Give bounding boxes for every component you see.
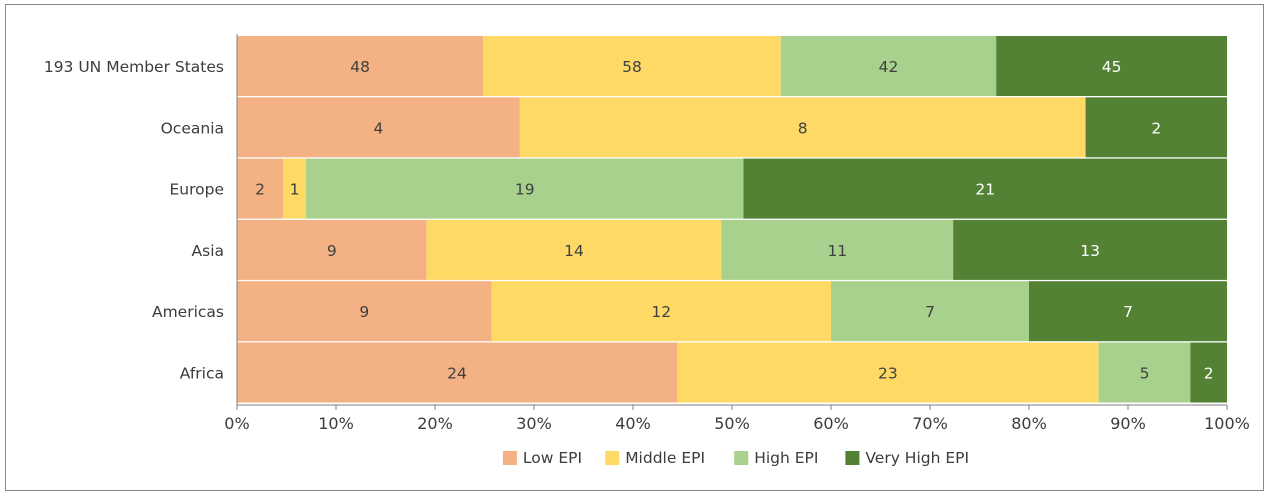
- x-tick-label: 10%: [318, 414, 354, 433]
- bar-segment-africa-high-epi: [1098, 342, 1191, 403]
- x-tick-label: 80%: [1011, 414, 1047, 433]
- bar-segment-europe-low-epi: [237, 158, 284, 219]
- bar-segment-americas-middle-epi: [491, 281, 831, 342]
- bar-segment-europe-high-epi: [306, 158, 744, 219]
- bar-segment-oceania-middle-epi: [519, 97, 1086, 158]
- legend-swatch-low-epi: [502, 451, 517, 465]
- data-label-americas-very-high-epi: 7: [1123, 303, 1133, 321]
- data-label-193-un-member-states-high-epi: 42: [879, 58, 899, 76]
- legend-swatch-middle-epi: [605, 451, 620, 465]
- bar-segment-africa-very-high-epi: [1190, 342, 1227, 403]
- category-label-americas: Americas: [152, 303, 224, 321]
- data-label-americas-low-epi: 9: [359, 303, 369, 321]
- data-label-europe-low-epi: 2: [255, 181, 265, 199]
- bar-segment-europe-very-high-epi: [743, 158, 1227, 219]
- data-label-africa-very-high-epi: 2: [1204, 365, 1214, 383]
- x-tick-label: 100%: [1204, 414, 1250, 433]
- data-label-europe-high-epi: 19: [515, 181, 535, 199]
- data-label-oceania-low-epi: 4: [373, 119, 383, 137]
- data-label-americas-middle-epi: 12: [651, 303, 671, 321]
- data-label-asia-low-epi: 9: [327, 242, 337, 260]
- category-label-africa: Africa: [180, 365, 224, 383]
- bar-segment-europe-middle-epi: [283, 158, 307, 219]
- bar-segment-193-un-member-states-very-high-epi: [996, 36, 1227, 96]
- data-label-193-un-member-states-low-epi: 48: [350, 58, 370, 76]
- x-tick-label: 50%: [714, 414, 750, 433]
- data-label-africa-low-epi: 24: [447, 365, 467, 383]
- legend-label-high-epi: High EPI: [754, 449, 818, 467]
- bar-segment-asia-high-epi: [721, 219, 954, 280]
- legend-swatch-high-epi: [734, 451, 749, 465]
- bar-segment-193-un-member-states-low-epi: [237, 36, 484, 96]
- bar-segment-asia-low-epi: [237, 219, 427, 280]
- x-tick-label: 0%: [224, 414, 249, 433]
- data-label-europe-middle-epi: 1: [290, 181, 300, 199]
- x-tick-label: 30%: [516, 414, 552, 433]
- data-label-africa-high-epi: 5: [1140, 365, 1150, 383]
- data-label-oceania-very-high-epi: 2: [1151, 119, 1161, 137]
- bar-segment-africa-low-epi: [237, 342, 677, 403]
- data-label-americas-high-epi: 7: [925, 303, 935, 321]
- legend-label-very-high-epi: Very High EPI: [865, 449, 969, 467]
- bar-segment-193-un-member-states-high-epi: [780, 36, 997, 96]
- data-label-europe-very-high-epi: 21: [975, 181, 995, 199]
- bar-segment-193-un-member-states-middle-epi: [483, 36, 781, 96]
- data-label-193-un-member-states-very-high-epi: 45: [1102, 58, 1122, 76]
- data-label-193-un-member-states-middle-epi: 58: [622, 58, 642, 76]
- data-label-asia-middle-epi: 14: [564, 242, 584, 260]
- bar-segment-asia-very-high-epi: [953, 219, 1227, 280]
- legend-swatch-very-high-epi: [845, 451, 860, 465]
- bar-segment-oceania-low-epi: [237, 97, 520, 158]
- x-tick-label: 40%: [615, 414, 651, 433]
- legend-label-low-epi: Low EPI: [523, 449, 582, 467]
- x-tick-label: 60%: [813, 414, 849, 433]
- data-label-oceania-middle-epi: 8: [798, 119, 808, 137]
- data-label-africa-middle-epi: 23: [878, 365, 898, 383]
- bar-segment-asia-middle-epi: [426, 219, 722, 280]
- category-label-europe: Europe: [169, 181, 224, 199]
- bar-segment-americas-very-high-epi: [1029, 281, 1227, 342]
- category-label-193-un-member-states: 193 UN Member States: [44, 58, 224, 76]
- category-label-asia: Asia: [192, 242, 224, 260]
- x-tick-label: 20%: [417, 414, 453, 433]
- bar-segment-americas-low-epi: [237, 281, 492, 342]
- bar-segment-oceania-very-high-epi: [1085, 97, 1227, 158]
- x-tick-label: 90%: [1110, 414, 1146, 433]
- data-label-asia-high-epi: 11: [827, 242, 847, 260]
- legend-label-middle-epi: Middle EPI: [625, 449, 705, 467]
- bar-segment-africa-middle-epi: [677, 342, 1099, 403]
- bar-segment-americas-high-epi: [831, 281, 1029, 342]
- data-label-asia-very-high-epi: 13: [1080, 242, 1100, 260]
- category-label-oceania: Oceania: [161, 119, 224, 137]
- x-tick-label: 70%: [912, 414, 948, 433]
